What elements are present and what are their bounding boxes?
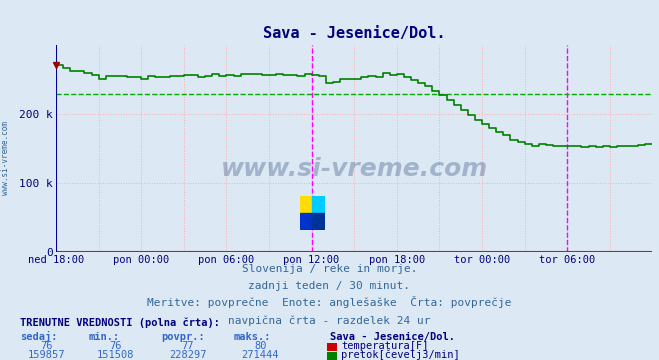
Text: povpr.:: povpr.: <box>161 332 205 342</box>
Text: 80: 80 <box>254 341 266 351</box>
Text: 76: 76 <box>40 341 52 351</box>
Text: zadnji teden / 30 minut.: zadnji teden / 30 minut. <box>248 281 411 291</box>
Text: temperatura[F]: temperatura[F] <box>341 341 429 351</box>
Title: Sava - Jesenice/Dol.: Sava - Jesenice/Dol. <box>263 26 445 41</box>
Text: sedaj:: sedaj: <box>20 331 57 342</box>
Text: Slovenija / reke in morje.: Slovenija / reke in morje. <box>242 264 417 274</box>
Text: TRENUTNE VREDNOSTI (polna črta):: TRENUTNE VREDNOSTI (polna črta): <box>20 317 219 328</box>
Text: 159857: 159857 <box>28 350 65 360</box>
Bar <box>312 213 325 230</box>
Text: Meritve: povprečne  Enote: anglešaške  Črta: povprečje: Meritve: povprečne Enote: anglešaške Črt… <box>147 296 512 309</box>
Text: pretok[čevelj3/min]: pretok[čevelj3/min] <box>341 349 460 360</box>
Text: 271444: 271444 <box>242 350 279 360</box>
Bar <box>300 213 312 230</box>
Text: 77: 77 <box>182 341 194 351</box>
Text: navpična črta - razdelek 24 ur: navpična črta - razdelek 24 ur <box>228 315 431 326</box>
Text: maks.:: maks.: <box>234 332 272 342</box>
Text: www.si-vreme.com: www.si-vreme.com <box>221 157 488 181</box>
Bar <box>312 196 325 213</box>
Text: 76: 76 <box>109 341 121 351</box>
Text: 151508: 151508 <box>97 350 134 360</box>
Text: 228297: 228297 <box>169 350 206 360</box>
Text: Sava - Jesenice/Dol.: Sava - Jesenice/Dol. <box>330 332 455 342</box>
Bar <box>300 196 312 213</box>
Text: www.si-vreme.com: www.si-vreme.com <box>1 121 10 195</box>
Text: min.:: min.: <box>89 332 120 342</box>
